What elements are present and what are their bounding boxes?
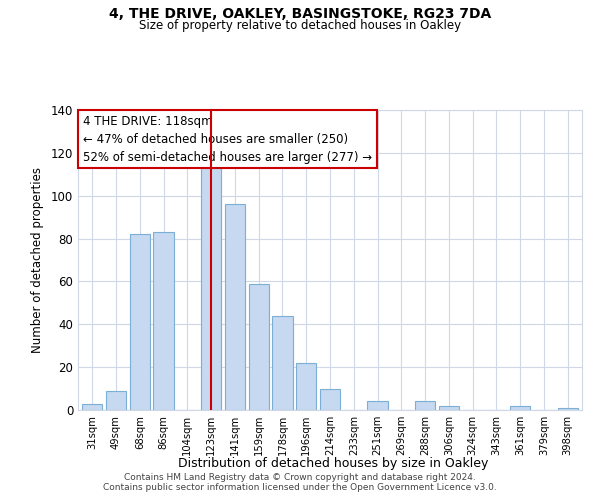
- Bar: [106, 390, 126, 410]
- Text: Contains HM Land Registry data © Crown copyright and database right 2024.: Contains HM Land Registry data © Crown c…: [124, 474, 476, 482]
- Bar: [225, 204, 245, 410]
- Text: Distribution of detached houses by size in Oakley: Distribution of detached houses by size …: [178, 458, 488, 470]
- Bar: [130, 234, 150, 410]
- Text: 4 THE DRIVE: 118sqm
← 47% of detached houses are smaller (250)
52% of semi-detac: 4 THE DRIVE: 118sqm ← 47% of detached ho…: [83, 114, 372, 164]
- Bar: [201, 164, 221, 410]
- Bar: [415, 402, 435, 410]
- Bar: [510, 406, 530, 410]
- Text: 4, THE DRIVE, OAKLEY, BASINGSTOKE, RG23 7DA: 4, THE DRIVE, OAKLEY, BASINGSTOKE, RG23 …: [109, 8, 491, 22]
- Bar: [439, 406, 459, 410]
- Bar: [154, 232, 173, 410]
- Bar: [557, 408, 578, 410]
- Bar: [82, 404, 103, 410]
- Bar: [320, 388, 340, 410]
- Bar: [296, 363, 316, 410]
- Text: Size of property relative to detached houses in Oakley: Size of property relative to detached ho…: [139, 19, 461, 32]
- Bar: [367, 402, 388, 410]
- Bar: [272, 316, 293, 410]
- Y-axis label: Number of detached properties: Number of detached properties: [31, 167, 44, 353]
- Text: Contains public sector information licensed under the Open Government Licence v3: Contains public sector information licen…: [103, 484, 497, 492]
- Bar: [248, 284, 269, 410]
